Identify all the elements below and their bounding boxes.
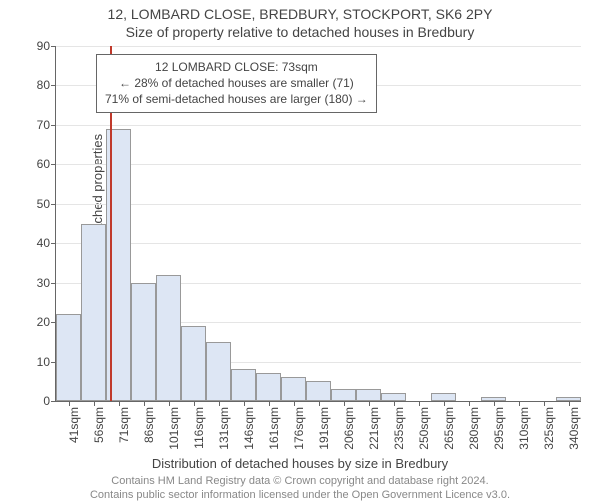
x-axis-label: Distribution of detached houses by size … xyxy=(0,456,600,471)
bar xyxy=(431,393,456,401)
xtick-mark xyxy=(569,401,570,406)
xtick-mark xyxy=(219,401,220,406)
ytick-label: 40 xyxy=(37,236,50,250)
xtick-mark xyxy=(144,401,145,406)
xtick-label: 295sqm xyxy=(492,407,506,450)
bar xyxy=(81,224,106,402)
bar xyxy=(131,283,156,401)
xtick-label: 176sqm xyxy=(292,407,306,450)
xtick-label: 235sqm xyxy=(392,407,406,450)
xtick-mark xyxy=(169,401,170,406)
xtick-label: 206sqm xyxy=(342,407,356,450)
xtick-label: 41sqm xyxy=(67,407,81,443)
annotation-box: 12 LOMBARD CLOSE: 73sqm← 28% of detached… xyxy=(96,54,377,113)
xtick-label: 146sqm xyxy=(242,407,256,450)
bar xyxy=(381,393,406,401)
annotation-line: 12 LOMBARD CLOSE: 73sqm xyxy=(105,59,368,75)
ytick-label: 80 xyxy=(37,78,50,92)
bar xyxy=(356,389,381,401)
xtick-mark xyxy=(544,401,545,406)
ytick-label: 50 xyxy=(37,197,50,211)
xtick-mark xyxy=(369,401,370,406)
figure: 12, LOMBARD CLOSE, BREDBURY, STOCKPORT, … xyxy=(0,0,600,500)
xtick-label: 116sqm xyxy=(192,407,206,449)
ytick-label: 0 xyxy=(43,394,50,408)
xtick-label: 101sqm xyxy=(167,407,181,450)
xtick-mark xyxy=(244,401,245,406)
bar xyxy=(181,326,206,401)
xtick-label: 86sqm xyxy=(142,407,156,443)
xtick-label: 325sqm xyxy=(542,407,556,450)
footer: Contains HM Land Registry data © Crown c… xyxy=(0,474,600,503)
xtick-label: 340sqm xyxy=(567,407,581,450)
xtick-mark xyxy=(469,401,470,406)
xtick-label: 265sqm xyxy=(442,407,456,450)
xtick-mark xyxy=(294,401,295,406)
xtick-mark xyxy=(69,401,70,406)
footer-line1: Contains HM Land Registry data © Crown c… xyxy=(0,474,600,488)
bar xyxy=(56,314,81,401)
title-address: 12, LOMBARD CLOSE, BREDBURY, STOCKPORT, … xyxy=(0,6,600,22)
xtick-mark xyxy=(394,401,395,406)
bar xyxy=(156,275,181,401)
xtick-label: 56sqm xyxy=(92,407,106,443)
xtick-mark xyxy=(269,401,270,406)
bar xyxy=(231,369,256,401)
xtick-label: 71sqm xyxy=(117,407,131,443)
bar xyxy=(481,397,506,401)
bar xyxy=(256,373,281,401)
xtick-label: 191sqm xyxy=(317,407,331,450)
ytick-label: 90 xyxy=(37,39,50,53)
xtick-label: 250sqm xyxy=(417,407,431,450)
xtick-mark xyxy=(494,401,495,406)
xtick-label: 131sqm xyxy=(217,407,231,450)
xtick-label: 310sqm xyxy=(517,407,531,450)
bar xyxy=(206,342,231,401)
bar xyxy=(306,381,331,401)
title-subtitle: Size of property relative to detached ho… xyxy=(0,24,600,40)
xtick-mark xyxy=(444,401,445,406)
xtick-mark xyxy=(344,401,345,406)
xtick-mark xyxy=(119,401,120,406)
xtick-mark xyxy=(419,401,420,406)
ytick-label: 30 xyxy=(37,276,50,290)
xtick-label: 161sqm xyxy=(267,407,281,450)
ytick-label: 60 xyxy=(37,157,50,171)
ytick-mark xyxy=(51,401,56,402)
ytick-label: 20 xyxy=(37,315,50,329)
plot-area: 41sqm56sqm71sqm86sqm101sqm116sqm131sqm14… xyxy=(55,46,581,402)
bar xyxy=(556,397,581,401)
xtick-label: 221sqm xyxy=(367,407,381,450)
xtick-mark xyxy=(94,401,95,406)
xtick-mark xyxy=(519,401,520,406)
xtick-label: 280sqm xyxy=(467,407,481,450)
footer-line2: Contains public sector information licen… xyxy=(0,488,600,502)
xtick-mark xyxy=(319,401,320,406)
ytick-label: 10 xyxy=(37,355,50,369)
bar xyxy=(281,377,306,401)
ytick-label: 70 xyxy=(37,118,50,132)
xtick-mark xyxy=(194,401,195,406)
bar xyxy=(331,389,356,401)
annotation-line: ← 28% of detached houses are smaller (71… xyxy=(105,75,368,91)
annotation-line: 71% of semi-detached houses are larger (… xyxy=(105,91,368,107)
